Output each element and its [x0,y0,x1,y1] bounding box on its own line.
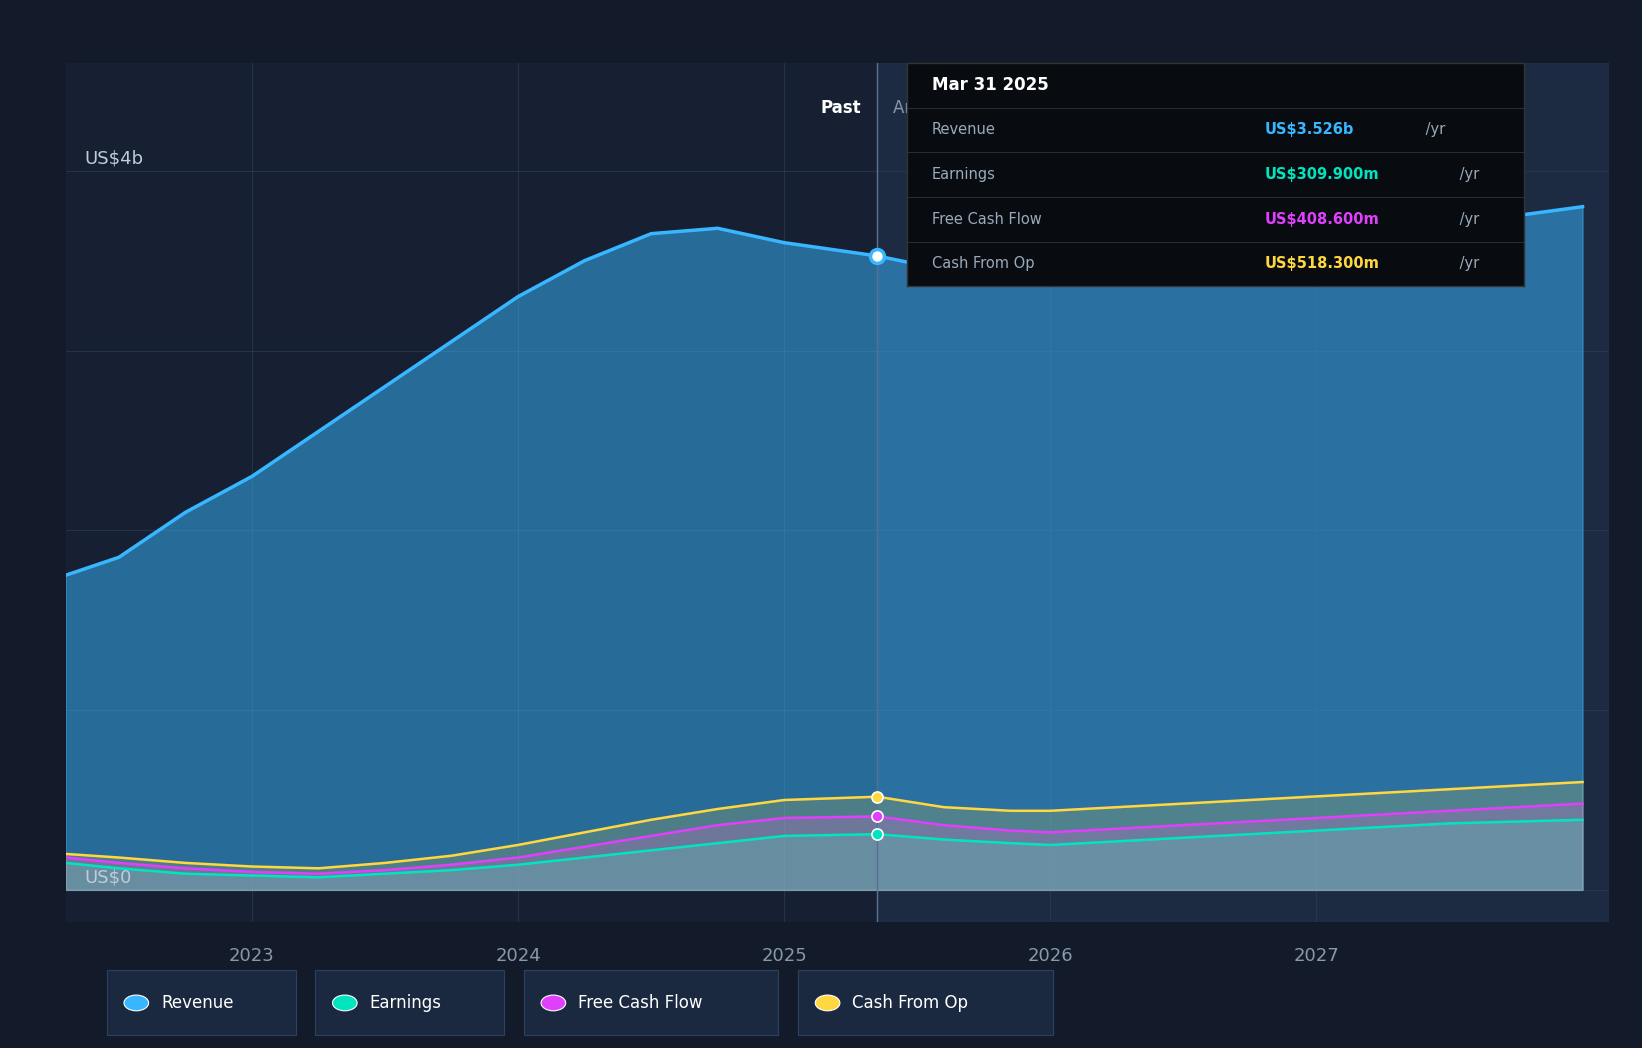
Text: US$309.900m: US$309.900m [1264,167,1379,182]
Text: Cash From Op: Cash From Op [852,994,969,1012]
Text: 2025: 2025 [762,947,808,965]
Text: US$0: US$0 [84,869,131,887]
Bar [877,63,1609,922]
Text: US$408.600m: US$408.600m [1264,212,1379,226]
Text: Past: Past [821,99,862,116]
Text: US$3.526b: US$3.526b [1264,123,1355,137]
Text: Free Cash Flow: Free Cash Flow [578,994,703,1012]
Text: Mar 31 2025: Mar 31 2025 [931,77,1048,94]
Text: /yr: /yr [1455,212,1479,226]
Text: /yr: /yr [1455,167,1479,182]
Text: /yr: /yr [1420,123,1445,137]
Text: Free Cash Flow: Free Cash Flow [931,212,1041,226]
Text: /yr: /yr [1455,257,1479,271]
Text: Revenue: Revenue [931,123,995,137]
Text: Cash From Op: Cash From Op [931,257,1034,271]
Text: US$518.300m: US$518.300m [1264,257,1379,271]
Text: US$4b: US$4b [84,149,143,167]
Text: 2024: 2024 [496,947,540,965]
Text: Revenue: Revenue [161,994,233,1012]
Text: Earnings: Earnings [931,167,995,182]
Text: 2027: 2027 [1294,947,1340,965]
Text: Earnings: Earnings [369,994,442,1012]
Text: Analysts Forecasts: Analysts Forecasts [893,99,1048,116]
Text: 2026: 2026 [1028,947,1074,965]
Text: 2023: 2023 [230,947,274,965]
